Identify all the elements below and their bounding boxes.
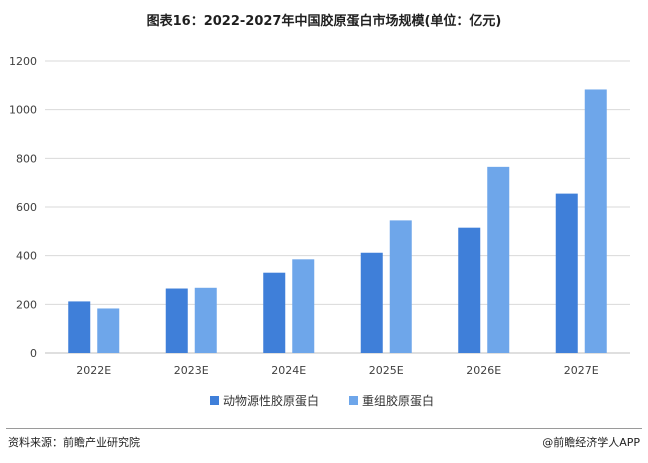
x-tick-label: 2027E xyxy=(564,364,599,377)
bar-recombinant-collagen-2026E xyxy=(487,166,510,353)
bar-animal-collagen-2025E xyxy=(360,252,383,353)
bar-animal-collagen-2026E xyxy=(458,227,481,353)
y-tick-label: 1200 xyxy=(9,55,37,68)
x-tick-label: 2024E xyxy=(271,364,306,377)
legend: 动物源性胶原蛋白 重组胶原蛋白 xyxy=(210,393,434,408)
y-tick-label: 600 xyxy=(16,201,37,214)
gridlines xyxy=(45,60,630,354)
bar-animal-collagen-2024E xyxy=(263,272,286,353)
y-tick-label: 800 xyxy=(16,152,37,165)
y-tick-label: 1000 xyxy=(9,104,37,117)
legend-label: 重组胶原蛋白 xyxy=(362,393,434,408)
x-axis-labels: 2022E 2023E 2024E 2025E 2026E 2027E xyxy=(76,364,598,377)
x-tick-label: 2025E xyxy=(369,364,404,377)
legend-label: 动物源性胶原蛋白 xyxy=(223,393,319,408)
x-tick-label: 2022E xyxy=(76,364,111,377)
bar-recombinant-collagen-2027E xyxy=(584,89,607,353)
x-tick-label: 2023E xyxy=(174,364,209,377)
source-note: 资料来源：前瞻产业研究院 xyxy=(8,436,140,449)
bars xyxy=(68,89,607,353)
bar-recombinant-collagen-2022E xyxy=(97,308,120,353)
legend-swatch xyxy=(210,396,219,405)
bar-animal-collagen-2027E xyxy=(555,193,578,353)
x-tick-label: 2026E xyxy=(466,364,501,377)
y-tick-label: 0 xyxy=(30,347,37,360)
legend-swatch xyxy=(349,396,358,405)
bar-recombinant-collagen-2023E xyxy=(194,287,217,353)
brand-credit: @前瞻经济学人APP xyxy=(542,436,640,449)
footer-divider xyxy=(6,428,642,429)
y-axis-ticks: 0 200 400 600 800 1000 1200 xyxy=(9,55,37,360)
chart-title: 图表16：2022-2027年中国胶原蛋白市场规模(单位：亿元) xyxy=(146,14,502,29)
bar-recombinant-collagen-2025E xyxy=(389,220,412,353)
bar-recombinant-collagen-2024E xyxy=(292,259,315,353)
y-tick-label: 200 xyxy=(16,298,37,311)
bar-animal-collagen-2023E xyxy=(165,288,188,353)
y-tick-label: 400 xyxy=(16,250,37,263)
bar-animal-collagen-2022E xyxy=(68,301,91,353)
